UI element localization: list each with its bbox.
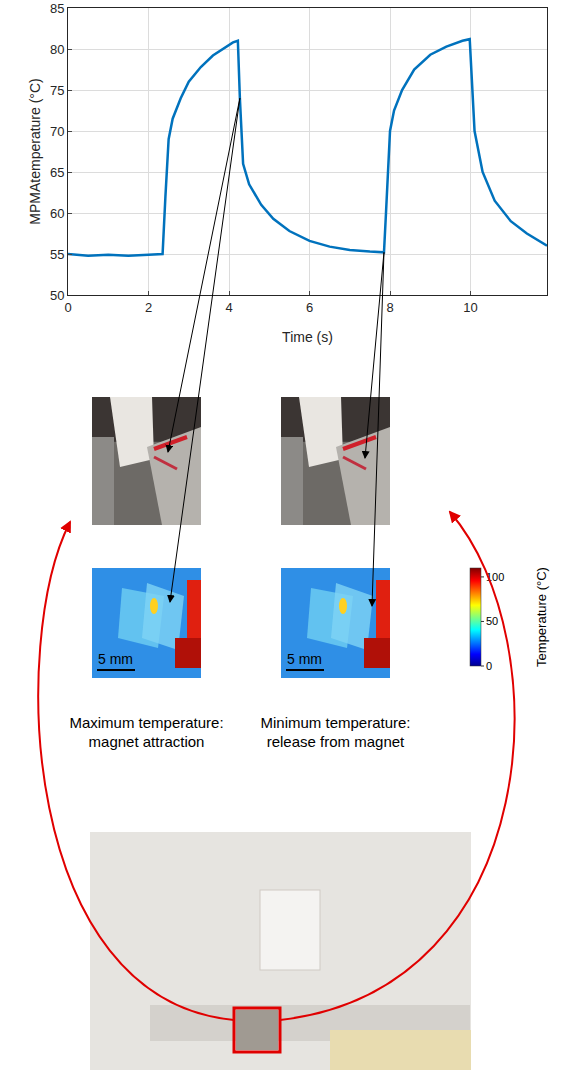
- svg-text:75: 75: [50, 83, 64, 98]
- svg-text:5 mm: 5 mm: [98, 651, 133, 667]
- svg-text:6: 6: [306, 300, 313, 315]
- svg-text:55: 55: [50, 247, 64, 262]
- svg-text:100: 100: [486, 571, 504, 583]
- svg-text:65: 65: [50, 165, 64, 180]
- svg-text:0: 0: [486, 660, 492, 672]
- svg-text:85: 85: [50, 1, 64, 16]
- svg-text:10: 10: [463, 300, 477, 315]
- svg-text:Maximum temperature:magnet att: Maximum temperature:magnet attraction: [69, 714, 223, 750]
- svg-text:8: 8: [386, 300, 393, 315]
- svg-text:4: 4: [225, 300, 232, 315]
- svg-text:5 mm: 5 mm: [287, 651, 322, 667]
- svg-text:2: 2: [145, 300, 152, 315]
- svg-text:MPMAtemperature (°C): MPMAtemperature (°C): [27, 78, 43, 224]
- svg-text:50: 50: [50, 288, 64, 303]
- svg-text:60: 60: [50, 206, 64, 221]
- svg-text:Time (s): Time (s): [282, 329, 333, 345]
- svg-text:50: 50: [486, 615, 498, 627]
- svg-text:Temperature (°C): Temperature (°C): [534, 567, 549, 667]
- svg-text:70: 70: [50, 124, 64, 139]
- svg-text:0: 0: [64, 300, 71, 315]
- svg-text:Minimum temperature:release fr: Minimum temperature:release from magnet: [260, 714, 410, 750]
- svg-text:80: 80: [50, 42, 64, 57]
